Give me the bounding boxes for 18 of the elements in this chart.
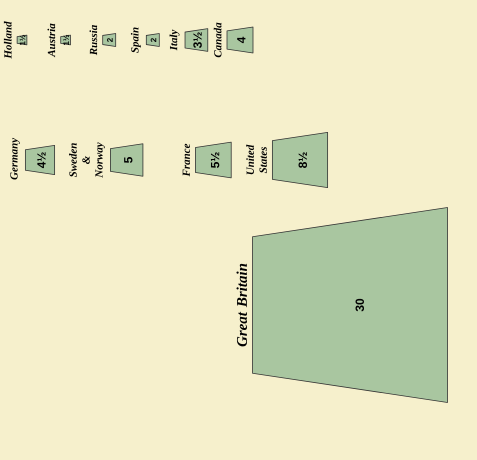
category-label: Holland — [4, 21, 12, 59]
category-label: Russia — [89, 25, 98, 56]
category-label: United States — [246, 144, 267, 174]
data-label: 8½ — [298, 152, 307, 168]
category-label: Sweden & Norway — [69, 142, 105, 178]
category-label: Spain — [130, 27, 141, 53]
data-label: 30 — [356, 298, 364, 312]
data-label: 5 — [124, 157, 132, 163]
data-label: 4 — [237, 36, 246, 44]
data-label: 3½ — [193, 32, 202, 48]
data-label: 4½ — [37, 152, 46, 168]
category-label: Canada — [214, 22, 222, 58]
category-label: Austria — [47, 24, 56, 58]
category-label: Germany — [10, 138, 20, 180]
data-label: 5½ — [210, 152, 220, 168]
category-label: Italy — [170, 30, 180, 50]
category-label: France — [182, 144, 190, 176]
category-label: Great Britain — [236, 264, 247, 346]
